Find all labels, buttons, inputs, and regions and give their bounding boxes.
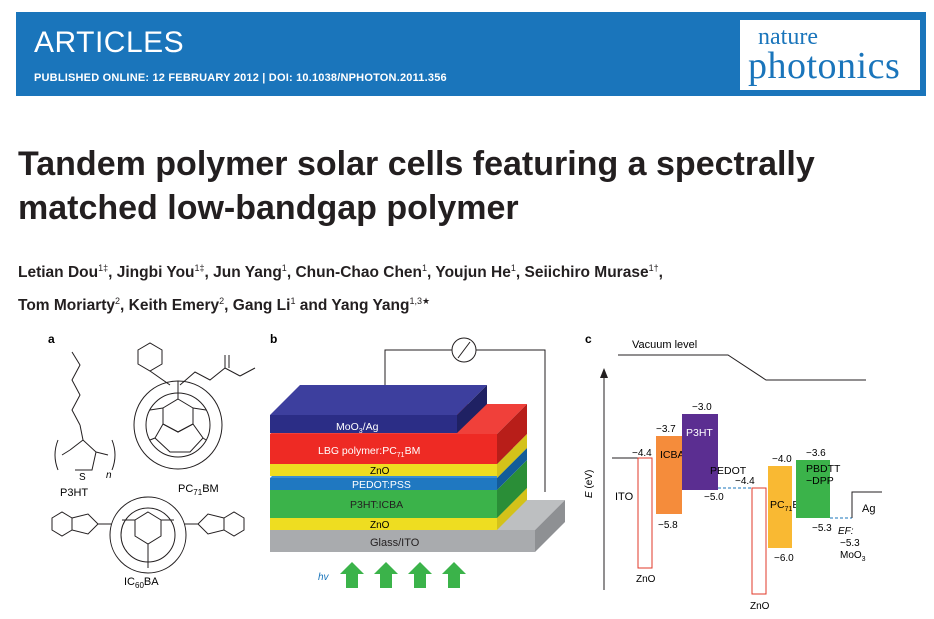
panel-b-label: b [270,332,277,346]
p3ht-label-c: P3HT [686,427,713,439]
moo3-label-c: MoO3 [840,550,866,563]
pbdtt-bottom-value: −5.3 [812,523,832,534]
author[interactable]: Keith Emery2 [128,296,225,315]
panel-b: b Glass/ITO ZnO P3HT:ICBA PEDOT:PSS ZnO [270,332,565,588]
sulfur-label: S [79,472,86,483]
pc71bm-structure [133,342,256,470]
ag-level [851,491,882,518]
moo3-ag-label: MoO3/Ag [336,421,379,435]
zno-right-label: ZnO [750,601,770,612]
icba-top-value: −3.7 [656,424,676,435]
author[interactable]: Yang Yang1,3★ [331,296,431,315]
pc71bm-label: PC71BM [178,483,219,497]
vacuum-label: Vacuum level [632,339,697,351]
title-line-2: matched low-bandgap polymer [18,189,519,227]
publication-info[interactable]: PUBLISHED ONLINE: 12 FEBRUARY 2012 | DOI… [34,72,447,84]
vacuum-level-line [618,354,866,381]
pbdtt-dpp-box [796,460,830,518]
zno-right-box [751,487,767,595]
p3ht-box [682,414,718,490]
zno-left-label: ZnO [636,574,656,585]
panel-c: c Vacuum level E (eV) ITO −4.4 ZnO ICBA … [584,332,882,612]
title-line-1: Tandem polymer solar cells featuring a s… [18,145,815,183]
author[interactable]: Letian Dou1‡ [18,263,109,282]
p3ht-icba-label: P3HT:ICBA [350,499,403,511]
author[interactable]: Jun Yang1 [213,263,287,282]
author-line-1: Letian Dou1‡, Jingbi You1‡, Jun Yang1, C… [18,263,663,282]
pbdtt-top-value: −3.6 [806,448,826,459]
p3ht-top-value: −3.0 [692,402,712,413]
p3ht-label: P3HT [60,487,88,499]
pbdtt-label: PBDTT [806,463,841,475]
zno-middle-label: ZnO [370,466,390,477]
glass-ito-label: Glass/ITO [370,537,420,549]
figure-1: a S n P3HT [48,332,882,612]
zno-middle-layer [270,464,497,476]
ef-label: EF: [838,526,854,537]
moo3-ag-layer [270,415,457,433]
icba-box [656,436,682,514]
ito-label: ITO [615,491,634,503]
journal-banner: ARTICLES PUBLISHED ONLINE: 12 FEBRUARY 2… [16,12,926,96]
ito-right-value: −4.4 [735,476,755,487]
ito-left-value: −4.4 [632,448,652,459]
p3ht-icba-layer [270,490,497,518]
light-arrows [340,562,466,588]
ic60ba-label: IC60BA [124,576,159,590]
pc71bm-top-value: −4.0 [772,454,792,465]
author[interactable]: Youjun He1 [435,263,516,282]
hv-label: hv [318,572,330,583]
zno-left-box [637,457,653,569]
lbg-layer [270,434,497,464]
ag-label: Ag [862,503,875,515]
circuit-wire [384,337,546,492]
author[interactable]: Jingbi You1‡ [116,263,205,282]
panel-c-label: c [585,332,592,346]
panel-a: a S n P3HT [48,332,256,590]
icba-label: ICBA [660,449,685,461]
pc71bm-bottom-value: −6.0 [774,553,794,564]
lbg-label: LBG polymer:PC71BM [318,445,420,459]
p3ht-structure [54,351,116,471]
ic60ba-structure [51,496,245,574]
dpp-label: −DPP [806,475,834,487]
author-list: Letian Dou1‡, Jingbi You1‡, Jun Yang1, C… [18,254,663,320]
author[interactable]: Chun-Chao Chen1 [295,263,428,282]
author[interactable]: Gang Li1 [232,296,296,315]
zno-bottom-label: ZnO [370,520,390,531]
author[interactable]: Tom Moriarty2 [18,296,121,315]
energy-axis-label: E (eV) [584,470,595,498]
author[interactable]: Seiichiro Murase1† [524,263,659,282]
pc71bm-box [768,466,792,548]
author-line-2: Tom Moriarty2, Keith Emery2, Gang Li1 an… [18,296,431,315]
p3ht-bottom-value: −5.0 [704,492,724,503]
pedot-layer [270,478,497,490]
n-label: n [106,470,112,481]
glass-front [270,530,535,552]
icba-bottom-value: −5.8 [658,520,678,531]
pedot-label: PEDOT:PSS [352,479,411,491]
journal-name-line1: nature [758,24,818,50]
journal-name-line2: photonics [748,45,901,87]
section-label: ARTICLES [34,26,185,59]
pedot-label-c: PEDOT [710,465,747,477]
journal-logo[interactable]: nature photonics [740,20,920,90]
zno-bottom-layer [270,518,497,530]
panel-a-label: a [48,332,55,346]
ef-value: −5.3 [840,538,860,549]
article-title: Tandem polymer solar cells featuring a s… [18,142,815,230]
